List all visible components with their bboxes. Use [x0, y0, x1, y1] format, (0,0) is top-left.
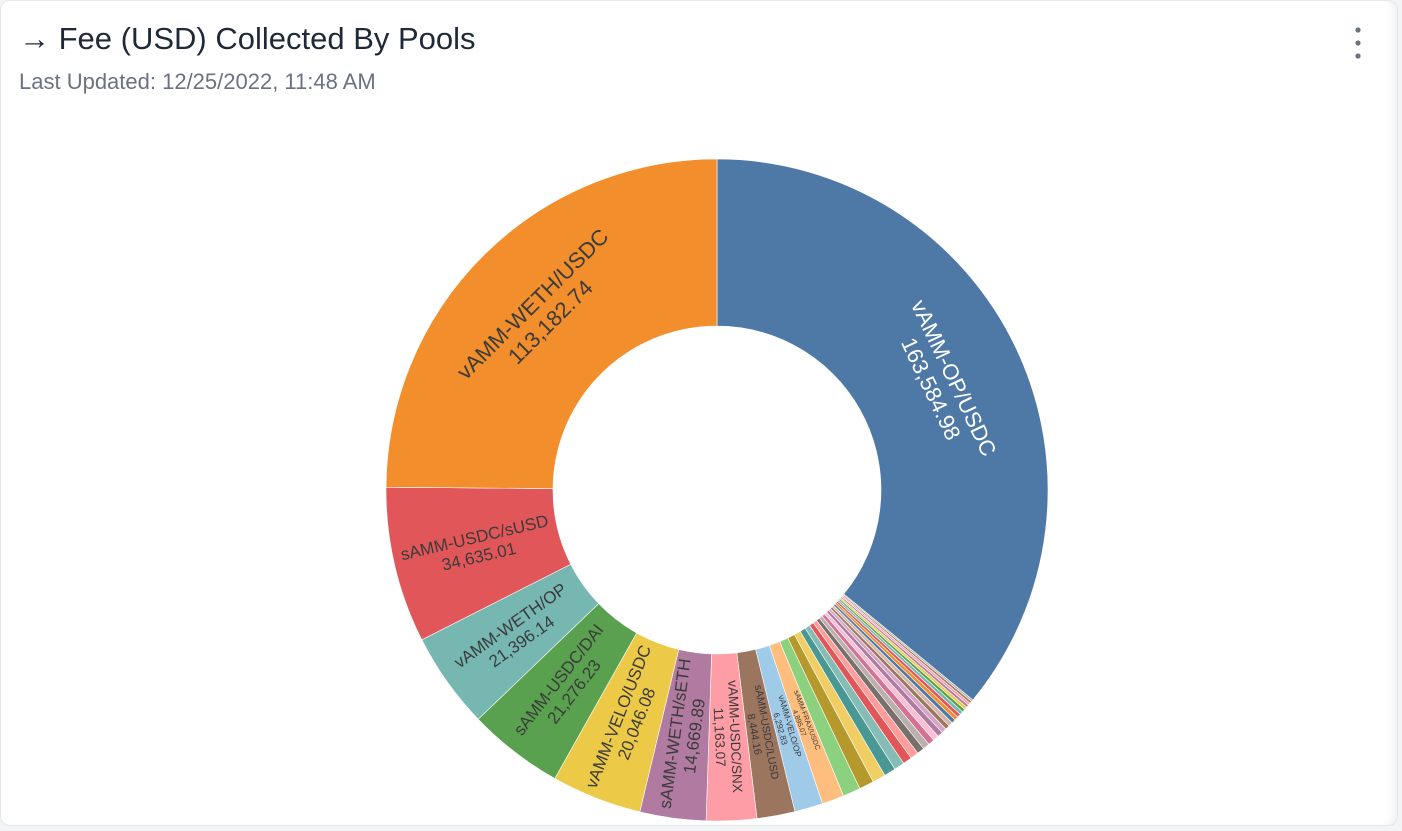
- slice-value: 11,163.07: [711, 707, 729, 767]
- slice-name: vAMM-USDC/SNX: [725, 680, 745, 793]
- dot: [1355, 27, 1361, 33]
- subtitle: Last Updated: 12/25/2022, 11:48 AM: [19, 69, 376, 94]
- slice: [385, 158, 718, 489]
- slice: [716, 158, 1049, 701]
- menu-button[interactable]: [1355, 27, 1361, 59]
- title: Fee (USD) Collected By Pools: [58, 21, 476, 56]
- title-row[interactable]: → Fee (USD) Collected By Pools: [19, 21, 476, 57]
- dot: [1355, 40, 1361, 46]
- arrow-icon: →: [19, 21, 59, 56]
- dot: [1355, 53, 1361, 59]
